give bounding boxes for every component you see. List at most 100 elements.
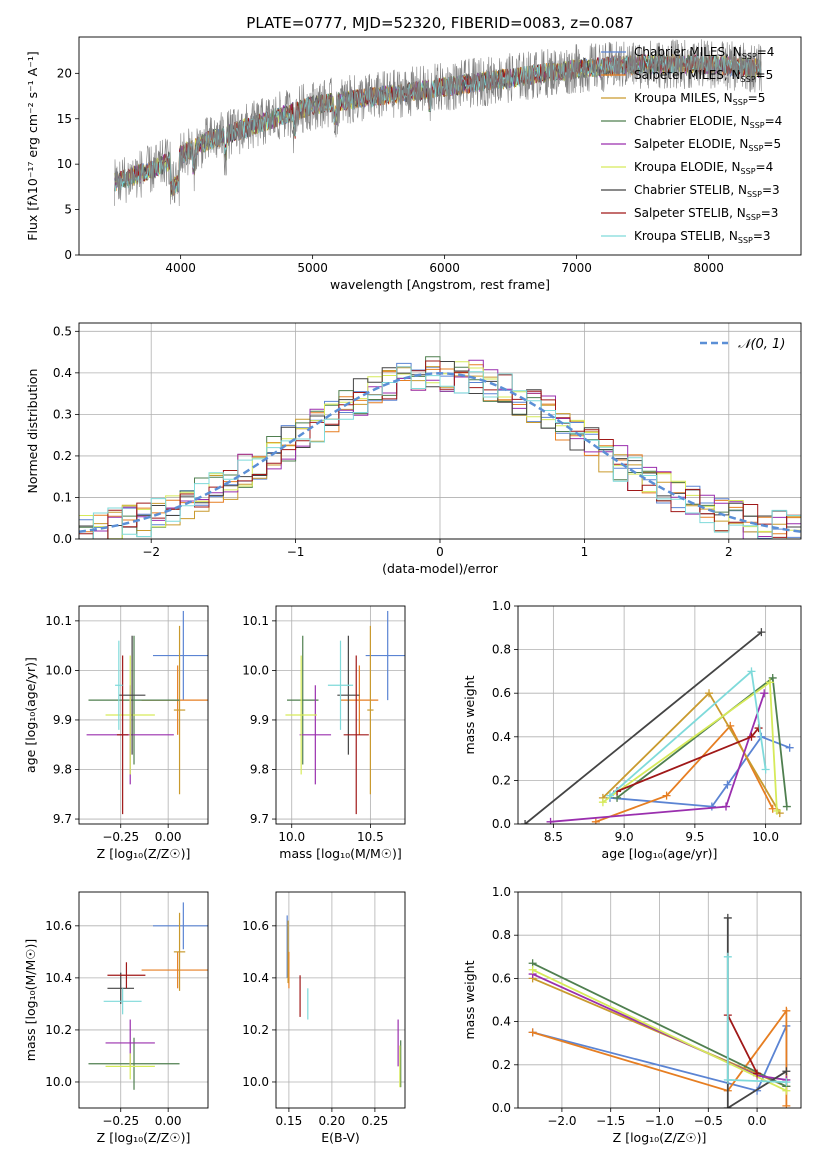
- y-tick-label: 0.8: [492, 928, 511, 942]
- weight-marker: [782, 1078, 791, 1087]
- y-tick-label: 10.2: [242, 1023, 269, 1037]
- normal-curve: [79, 372, 801, 533]
- y-tick-label: 0.6: [492, 686, 511, 700]
- weight-marker: [598, 798, 607, 807]
- axes-weight-vs-age: 8.5 9.0 9.5 10.0 0.0 0.2 0.4 0.6 0.8 1.0 age [log₁…: [462, 599, 802, 861]
- weight-marker: [707, 802, 716, 811]
- y-tick-label: 9.8: [250, 763, 269, 777]
- weight-marker: [747, 667, 756, 676]
- x-axis-label: age [log₁₀(age/yr)]: [602, 846, 718, 861]
- x-tick-label: 9.5: [685, 830, 704, 844]
- x-tick-label: −1.5: [596, 1114, 625, 1128]
- weight-line: [532, 968, 787, 1092]
- residuals-legend: 𝒩(0, 1): [700, 337, 785, 352]
- y-tick-label: 10.6: [45, 919, 72, 933]
- y-axis-label: Normed distribution: [25, 369, 40, 494]
- y-axis-label: mass [log₁₀(M/M☉)]: [23, 939, 38, 1061]
- plot-area-weight-vs-age: [521, 628, 794, 824]
- weight-line: [602, 691, 781, 814]
- weight-marker: [772, 806, 781, 815]
- x-tick-label: 0: [436, 545, 444, 559]
- x-axis-label: wavelength [Angstrom, rest frame]: [330, 277, 550, 292]
- y-tick-label: 10.4: [242, 971, 269, 985]
- spectrum-data-line: [114, 39, 762, 207]
- legend-entry: Kroupa ELODIE, NSSP=4: [634, 160, 773, 176]
- plot-area-spectrum: [114, 39, 762, 207]
- x-tick-label: 8.5: [544, 830, 563, 844]
- y-tick-label: 0.6: [492, 971, 511, 985]
- axes-age-vs-z: −0.25 0.00 9.7 9.8 9.9 10.0 10.1 Z [log₁₀(Z/Z☉)…: [23, 605, 209, 861]
- x-tick-label: −2: [142, 545, 160, 559]
- weight-marker: [722, 802, 731, 811]
- weight-marker: [753, 1069, 762, 1078]
- y-tick-label: 10.6: [242, 919, 269, 933]
- x-tick-label: −0.25: [102, 1114, 139, 1128]
- weight-marker: [662, 791, 671, 800]
- y-tick-label: 10.0: [242, 1075, 269, 1089]
- x-tick-label: 10.5: [357, 830, 384, 844]
- weight-marker: [757, 628, 766, 637]
- x-tick-label: 2: [725, 545, 733, 559]
- axes-mass-vs-z: −0.25 0.00 10.0 10.2 10.4 10.6 Z [log₁₀(Z/Z☉)]…: [23, 891, 209, 1145]
- y-tick-label: 0.2: [53, 449, 72, 463]
- y-tick-label: 10.0: [45, 1075, 72, 1089]
- y-tick-label: 9.7: [53, 812, 72, 826]
- y-tick-label: 5: [64, 203, 72, 217]
- x-tick-label: −0.5: [694, 1114, 723, 1128]
- y-tick-label: 10.4: [45, 971, 72, 985]
- y-tick-label: 0.1: [53, 490, 72, 504]
- weight-line: [595, 724, 774, 823]
- weight-marker: [528, 1028, 537, 1037]
- weight-marker: [723, 1075, 732, 1084]
- axes-frame: [78, 605, 209, 825]
- x-tick-label: 6000: [429, 261, 460, 275]
- x-tick-label: 0.15: [276, 1114, 303, 1128]
- y-axis-label: age [log₁₀(age/yr)]: [23, 657, 38, 773]
- x-tick-label: 10.0: [752, 830, 779, 844]
- weight-marker: [782, 1006, 791, 1015]
- weight-marker: [521, 820, 530, 824]
- weight-line: [726, 1014, 758, 1074]
- weight-marker: [723, 952, 732, 961]
- x-tick-label: 7000: [561, 261, 592, 275]
- weight-marker: [765, 678, 774, 687]
- axes-age-vs-mass: 10.0 10.5 9.7 9.8 9.9 10.0 10.1 mass [log₁₀(M/M…: [242, 605, 406, 861]
- y-tick-label: 0.3: [53, 407, 72, 421]
- axes-frame: [275, 891, 406, 1109]
- axes-weight-vs-z: −2.0 −1.5 −1.0 −0.5 0.0 0.0 0.2 0.4 0.6 0.8 1.0 Z […: [462, 885, 802, 1145]
- weight-marker: [782, 802, 791, 811]
- axes-frame: [78, 322, 802, 540]
- y-tick-label: 10: [57, 157, 72, 171]
- x-tick-label: 0.25: [362, 1114, 389, 1128]
- y-tick-label: 0.2: [492, 773, 511, 787]
- weight-line: [532, 962, 787, 1088]
- y-tick-label: 0.4: [53, 366, 72, 380]
- y-tick-label: 0.5: [53, 324, 72, 338]
- legend-entry: Chabrier STELIB, NSSP=3: [634, 183, 780, 199]
- y-tick-label: 10.0: [242, 663, 269, 677]
- y-tick-label: 9.9: [250, 713, 269, 727]
- x-tick-label: 8000: [693, 261, 724, 275]
- weight-marker: [782, 1101, 791, 1108]
- axes-frame: [517, 605, 802, 825]
- y-tick-label: 10.2: [45, 1023, 72, 1037]
- plot-area-age-vs-z: [86, 610, 208, 815]
- x-tick-label: 5000: [297, 261, 328, 275]
- axes-frame: [78, 36, 802, 256]
- x-tick-label: −1.0: [645, 1114, 674, 1128]
- y-axis-label: mass weight: [462, 675, 477, 754]
- axes-frame: [78, 891, 209, 1109]
- x-tick-label: −2.0: [547, 1114, 576, 1128]
- y-axis-label: Flux [fλ10⁻¹⁷ erg cm⁻² s⁻¹ A⁻¹]: [25, 51, 40, 240]
- legend-entry: Salpeter ELODIE, NSSP=5: [634, 137, 781, 153]
- y-tick-label: 0.4: [492, 1015, 511, 1029]
- axes-frame: [517, 891, 802, 1109]
- plot-area-residuals: [79, 356, 801, 539]
- x-axis-label: E(B-V): [321, 1130, 360, 1145]
- y-axis-label: mass weight: [462, 960, 477, 1039]
- weight-marker: [605, 791, 614, 800]
- legend-entry: Kroupa MILES, NSSP=5: [634, 91, 765, 107]
- legend-entry: Salpeter STELIB, NSSP=3: [634, 206, 778, 222]
- y-tick-label: 9.8: [53, 763, 72, 777]
